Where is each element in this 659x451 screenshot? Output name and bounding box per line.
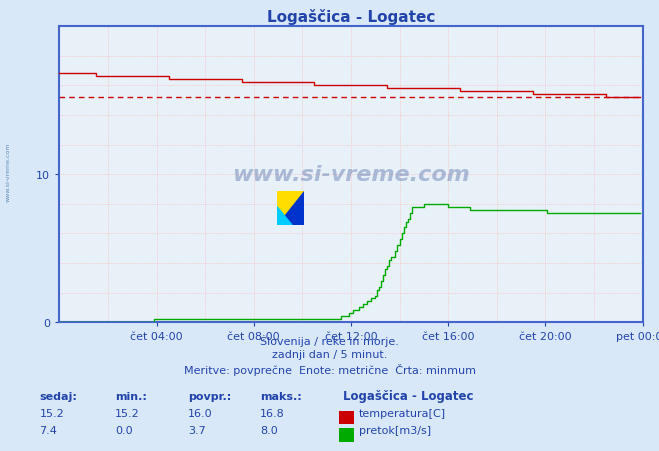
Text: temperatura[C]: temperatura[C]: [359, 408, 446, 418]
Text: Logaščica - Logatec: Logaščica - Logatec: [343, 389, 473, 402]
Text: maks.:: maks.:: [260, 391, 302, 401]
Text: Meritve: povprečne  Enote: metrične  Črta: minmum: Meritve: povprečne Enote: metrične Črta:…: [183, 363, 476, 375]
Text: Slovenija / reke in morje.: Slovenija / reke in morje.: [260, 336, 399, 346]
Text: 8.0: 8.0: [260, 425, 278, 435]
Text: 0.0: 0.0: [115, 425, 133, 435]
Text: www.si-vreme.com: www.si-vreme.com: [232, 165, 470, 185]
Text: 7.4: 7.4: [40, 425, 57, 435]
Title: Logaščica - Logatec: Logaščica - Logatec: [267, 9, 435, 24]
Text: 16.8: 16.8: [260, 408, 285, 418]
Text: pretok[m3/s]: pretok[m3/s]: [359, 425, 431, 435]
Polygon shape: [277, 192, 304, 226]
Text: 15.2: 15.2: [40, 408, 65, 418]
Polygon shape: [277, 207, 292, 226]
Text: povpr.:: povpr.:: [188, 391, 231, 401]
Text: min.:: min.:: [115, 391, 147, 401]
Text: sedaj:: sedaj:: [40, 391, 77, 401]
Polygon shape: [277, 192, 304, 226]
Text: 15.2: 15.2: [115, 408, 140, 418]
Text: 16.0: 16.0: [188, 408, 212, 418]
Text: 3.7: 3.7: [188, 425, 206, 435]
Text: www.si-vreme.com: www.si-vreme.com: [5, 142, 11, 201]
Text: zadnji dan / 5 minut.: zadnji dan / 5 minut.: [272, 350, 387, 359]
